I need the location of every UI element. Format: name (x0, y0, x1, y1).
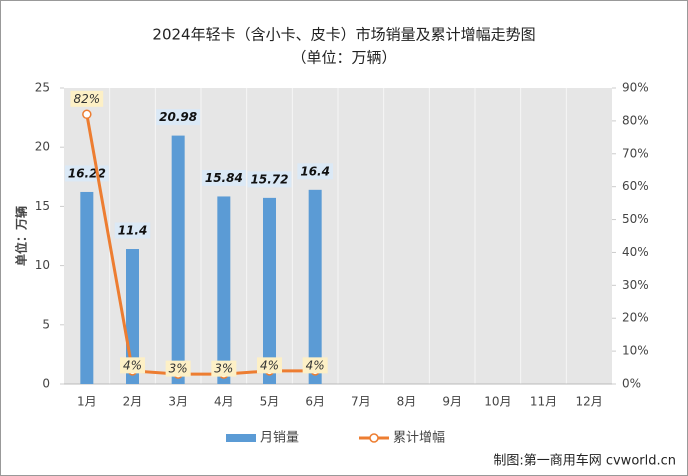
y-tick-label: 10 (35, 258, 50, 272)
legend-swatch (226, 434, 256, 442)
x-tick-label: 5月 (260, 395, 280, 409)
y2-tick-label: 80% (622, 113, 649, 127)
x-tick-label: 12月 (576, 395, 603, 409)
line-value-label: 4% (260, 358, 279, 372)
y2-tick-label: 60% (622, 179, 649, 193)
bar-value-label-bg (247, 171, 292, 188)
line-value-label-bg (302, 357, 328, 374)
y2-tick-label: 90% (622, 81, 649, 95)
y-axis-label: 单位：万辆 (14, 206, 29, 266)
y-tick-label: 5 (42, 317, 50, 331)
x-tick-label: 9月 (442, 395, 462, 409)
bar (171, 135, 185, 384)
bar-value-label: 11.4 (118, 224, 148, 238)
bar (217, 196, 231, 384)
bar (263, 197, 276, 384)
y-tick-label: 25 (35, 81, 50, 95)
bar-value-label-bg (156, 109, 201, 126)
x-tick-label: 7月 (351, 395, 371, 409)
x-tick-label: 2月 (123, 395, 143, 409)
y2-tick-label: 20% (622, 311, 649, 325)
line-value-label-bg (70, 90, 104, 107)
x-tick-label: 8月 (397, 395, 417, 409)
line-value-label-bg (211, 360, 237, 377)
y-tick-label: 15 (35, 199, 50, 213)
bar (80, 191, 94, 384)
x-tick-label: 4月 (214, 395, 234, 409)
legend-label: 累计增幅 (393, 431, 445, 446)
line-value-label: 4% (123, 358, 142, 372)
footer: 制图:第一商用车网 cvworld.cn (493, 453, 676, 469)
x-tick-label: 11月 (530, 395, 557, 409)
y2-tick-label: 0% (622, 377, 641, 391)
x-tick-label: 6月 (305, 395, 325, 409)
line-value-label-bg (165, 360, 191, 377)
line-value-label: 3% (169, 362, 188, 376)
line-value-label-bg (256, 357, 283, 374)
bar-value-label: 15.84 (205, 171, 243, 185)
y-tick-label: 20 (35, 140, 50, 154)
chart-subtitle: （单位：万辆） (291, 49, 396, 67)
x-tick-label: 1月 (77, 395, 97, 409)
y2-tick-label: 70% (622, 146, 649, 160)
bar (308, 189, 322, 384)
chart-title: 2024年轻卡（含小卡、皮卡）市场销量及累计增幅走势图 (152, 26, 535, 44)
line-value-label: 3% (214, 362, 233, 376)
bar-value-label: 16.4 (300, 164, 330, 178)
bar-value-label: 16.22 (68, 166, 106, 180)
line-marker (82, 109, 92, 120)
line-value-label-bg (119, 357, 146, 374)
x-tick-label: 3月 (168, 395, 188, 409)
y2-tick-label: 10% (622, 344, 649, 358)
y2-tick-label: 40% (622, 245, 649, 259)
y-tick-label: 0 (42, 377, 50, 391)
y2-tick-label: 50% (622, 212, 649, 226)
x-tick-label: 10月 (484, 395, 511, 409)
bar-value-label: 20.98 (159, 110, 197, 124)
legend-marker (369, 433, 379, 443)
bar-value-label-bg (114, 222, 151, 239)
bar-value-label: 15.72 (251, 172, 289, 186)
line-value-label: 4% (306, 358, 325, 372)
y2-tick-label: 30% (622, 278, 649, 292)
bar-value-label-bg (201, 169, 246, 186)
legend-label: 月销量 (260, 431, 299, 446)
line-value-label: 82% (73, 92, 100, 106)
bar-value-label-bg (297, 163, 333, 180)
